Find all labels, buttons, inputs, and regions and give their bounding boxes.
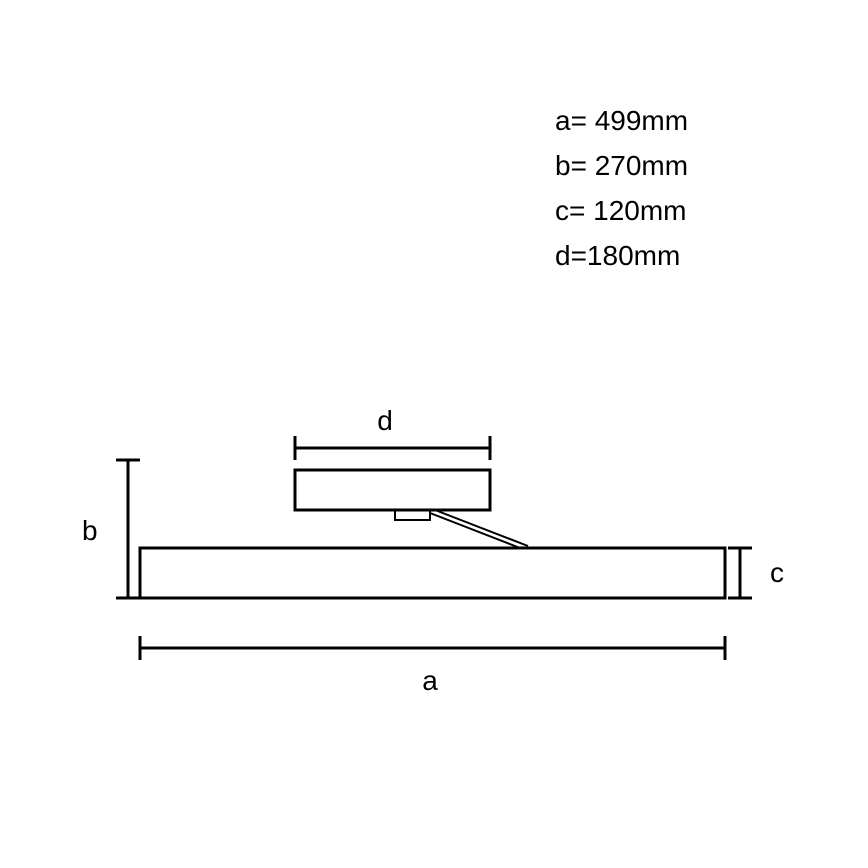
dim-d-label: d bbox=[377, 405, 393, 436]
legend-line-c: c= 120mm bbox=[555, 195, 687, 226]
arm-line bbox=[430, 513, 520, 548]
legend-line-b: b= 270mm bbox=[555, 150, 688, 181]
main-bar bbox=[140, 548, 725, 598]
legend-line-a: a= 499mm bbox=[555, 105, 688, 136]
dim-b-label: b bbox=[82, 515, 98, 546]
dim-a-label: a bbox=[422, 665, 438, 696]
legend-line-d: d=180mm bbox=[555, 240, 680, 271]
mount-box bbox=[295, 470, 490, 510]
arm-line bbox=[435, 510, 528, 546]
dim-c-label: c bbox=[770, 557, 784, 588]
